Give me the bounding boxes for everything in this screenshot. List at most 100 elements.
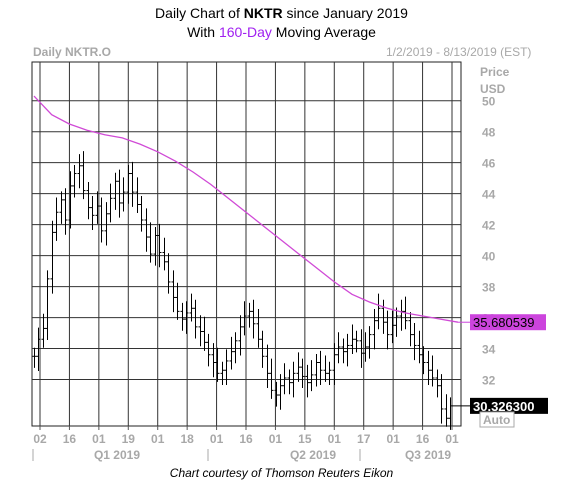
price-bar [95, 191, 100, 224]
price-bar [130, 161, 135, 207]
quarter-label: Q1 2019 [94, 448, 140, 462]
x-tick-label: 01 [151, 432, 165, 446]
price-bar [444, 394, 449, 427]
y-tick-label-32: 32 [482, 374, 496, 388]
price-bar [269, 358, 274, 399]
x-tick-label: 16 [239, 432, 253, 446]
y-tick-label-40: 40 [482, 250, 496, 264]
price-bar [327, 361, 332, 385]
last-price-badge [470, 397, 548, 414]
price-bar [77, 154, 82, 189]
price-bar [291, 361, 296, 398]
price-bar [117, 169, 122, 218]
ma-value-badge [470, 314, 546, 331]
auto-button-label: Auto [483, 413, 510, 427]
price-bar [247, 302, 252, 328]
price-bar [104, 202, 109, 246]
price-bar [332, 343, 337, 385]
price-bar [408, 312, 413, 347]
price-bar [399, 299, 404, 331]
price-bar [63, 188, 68, 235]
y-tick-label-44: 44 [482, 188, 496, 202]
price-bar [36, 327, 41, 372]
x-tick-label: 01 [445, 432, 459, 446]
price-bar [45, 270, 50, 341]
price-bar [435, 369, 440, 398]
price-bar [278, 374, 283, 410]
price-bar [300, 358, 305, 389]
price-bar [309, 360, 314, 392]
price-bar [202, 316, 207, 351]
price-bar [54, 197, 59, 241]
price-bar [68, 171, 73, 229]
price-bar [256, 309, 261, 348]
price-bar [59, 191, 64, 224]
price-bar [233, 332, 238, 364]
price-bar [354, 330, 359, 353]
last-price-label: 30.326300 [473, 399, 534, 414]
x-tick-label: 01 [386, 432, 400, 446]
price-bar [121, 177, 126, 212]
price-bar [220, 361, 225, 385]
price-bar [242, 301, 247, 336]
price-bar [126, 165, 131, 204]
price-bar [363, 332, 368, 362]
x-tick-label: 16 [416, 432, 430, 446]
price-bar [224, 349, 229, 385]
price-bar [189, 293, 194, 322]
title-prefix: Daily Chart of [155, 5, 244, 21]
price-bar [238, 315, 243, 356]
price-bar [421, 346, 426, 375]
price-bar [430, 355, 435, 387]
price-bar [99, 197, 104, 243]
price-bar [376, 293, 381, 330]
title-symbol: NKTR [243, 5, 283, 21]
price-bar [139, 195, 144, 232]
currency-axis-title: USD [480, 82, 506, 96]
price-bar [359, 329, 364, 368]
price-bar [341, 338, 346, 364]
chart-credit: Chart courtesy of Thomson Reuters Eikon [169, 466, 394, 480]
x-tick-label: 02 [33, 432, 47, 446]
moving-average-line [33, 95, 459, 323]
price-bar [390, 310, 395, 344]
price-bar [166, 253, 171, 294]
x-tick-label: 15 [298, 432, 312, 446]
price-bar [41, 313, 46, 348]
x-tick-label: 01 [210, 432, 224, 446]
price-bar [184, 301, 189, 334]
price-bar [417, 330, 422, 364]
price-bar [211, 343, 216, 378]
price-axis-title: Price [480, 65, 510, 79]
price-bar [144, 208, 149, 252]
title2-suffix: Moving Average [271, 24, 376, 40]
price-bar [153, 226, 158, 266]
ma-value-label: 35.680539 [473, 315, 534, 330]
price-bar [372, 309, 377, 350]
price-bar [148, 222, 153, 263]
instrument-label: Daily NKTR.O [33, 45, 112, 59]
auto-scale-button[interactable]: Auto [479, 411, 515, 428]
price-bar [274, 381, 279, 407]
price-bar [394, 307, 399, 337]
price-bar [305, 364, 310, 398]
chart-title-line2: With 160-Day Moving Average [0, 23, 563, 42]
price-bar [314, 353, 319, 387]
price-bar [318, 350, 323, 385]
price-bar [367, 326, 372, 359]
price-bar [90, 195, 95, 231]
x-tick-label: 01 [269, 432, 283, 446]
price-bar [336, 332, 341, 364]
x-tick-label: 19 [122, 432, 136, 446]
x-tick-label: 01 [328, 432, 342, 446]
price-bar [86, 182, 91, 220]
x-tick-label: 18 [180, 432, 194, 446]
x-tick-label: 16 [63, 432, 77, 446]
price-bar [282, 363, 287, 395]
quarter-label: Q2 2019 [290, 448, 336, 462]
price-bar [229, 336, 234, 370]
price-bar [265, 344, 270, 389]
price-bar [412, 322, 417, 361]
price-bar [381, 299, 386, 334]
